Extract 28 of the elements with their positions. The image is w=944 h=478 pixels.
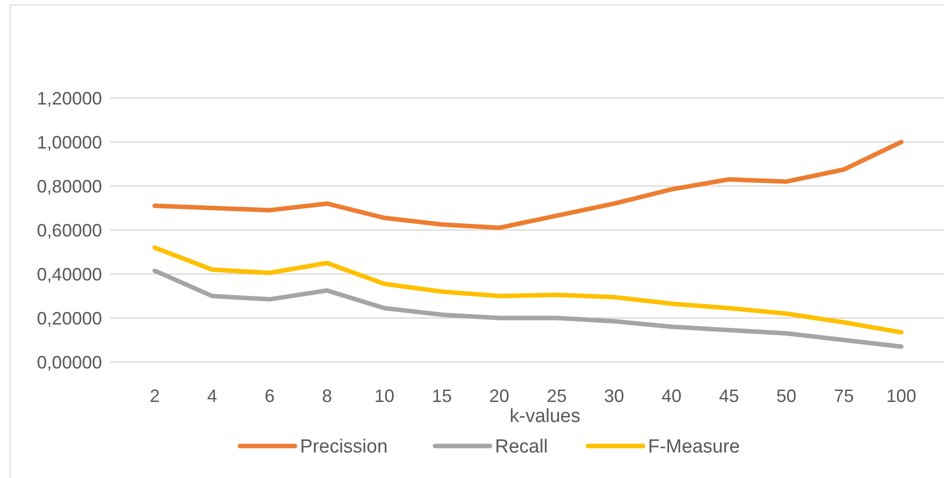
- x-tick-label: 2: [150, 386, 160, 406]
- x-tick-label: 20: [489, 386, 510, 406]
- line-series: [152, 245, 904, 335]
- y-tick-label: 0,40000: [36, 264, 102, 284]
- y-tick-label: 0,20000: [36, 308, 102, 328]
- y-tick-label: 0,80000: [36, 176, 102, 196]
- x-tick-label: 40: [662, 386, 682, 406]
- x-tick-label: 45: [718, 386, 740, 406]
- x-axis-title: k-values: [510, 406, 580, 427]
- y-tick-label: 0,60000: [36, 220, 102, 240]
- legend-label: F-Measure: [648, 436, 740, 458]
- x-tick-label: 8: [322, 386, 332, 406]
- x-tick-label: 75: [834, 386, 854, 406]
- x-tick-label: 50: [776, 386, 796, 406]
- x-tick-label: 100: [886, 386, 916, 406]
- y-tick-label: 1,20000: [36, 88, 102, 108]
- x-tick-label: 25: [546, 386, 567, 406]
- x-tick-label: 4: [207, 386, 218, 406]
- x-tick-label: 30: [604, 386, 624, 406]
- x-tick-label: 6: [264, 386, 275, 406]
- line-series: [152, 268, 904, 349]
- y-tick-label: 1,00000: [36, 132, 102, 152]
- x-tick-label: 10: [374, 386, 394, 406]
- line-series: [152, 140, 904, 230]
- y-tick-label: 0,00000: [36, 352, 102, 372]
- legend-label: Precission: [300, 436, 388, 458]
- legend-label: Recall: [495, 436, 548, 458]
- x-tick-label: 15: [432, 386, 452, 406]
